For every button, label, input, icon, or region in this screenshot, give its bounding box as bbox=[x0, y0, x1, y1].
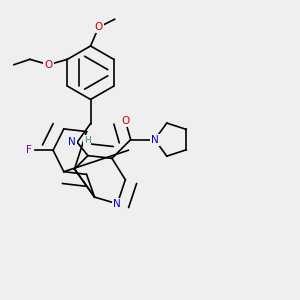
Text: N: N bbox=[68, 137, 76, 147]
Text: O: O bbox=[121, 116, 130, 126]
Text: N: N bbox=[151, 135, 159, 145]
Text: N: N bbox=[113, 199, 121, 209]
Text: O: O bbox=[94, 22, 103, 32]
Text: H: H bbox=[84, 136, 91, 145]
Text: F: F bbox=[26, 145, 32, 155]
Text: O: O bbox=[44, 60, 53, 70]
